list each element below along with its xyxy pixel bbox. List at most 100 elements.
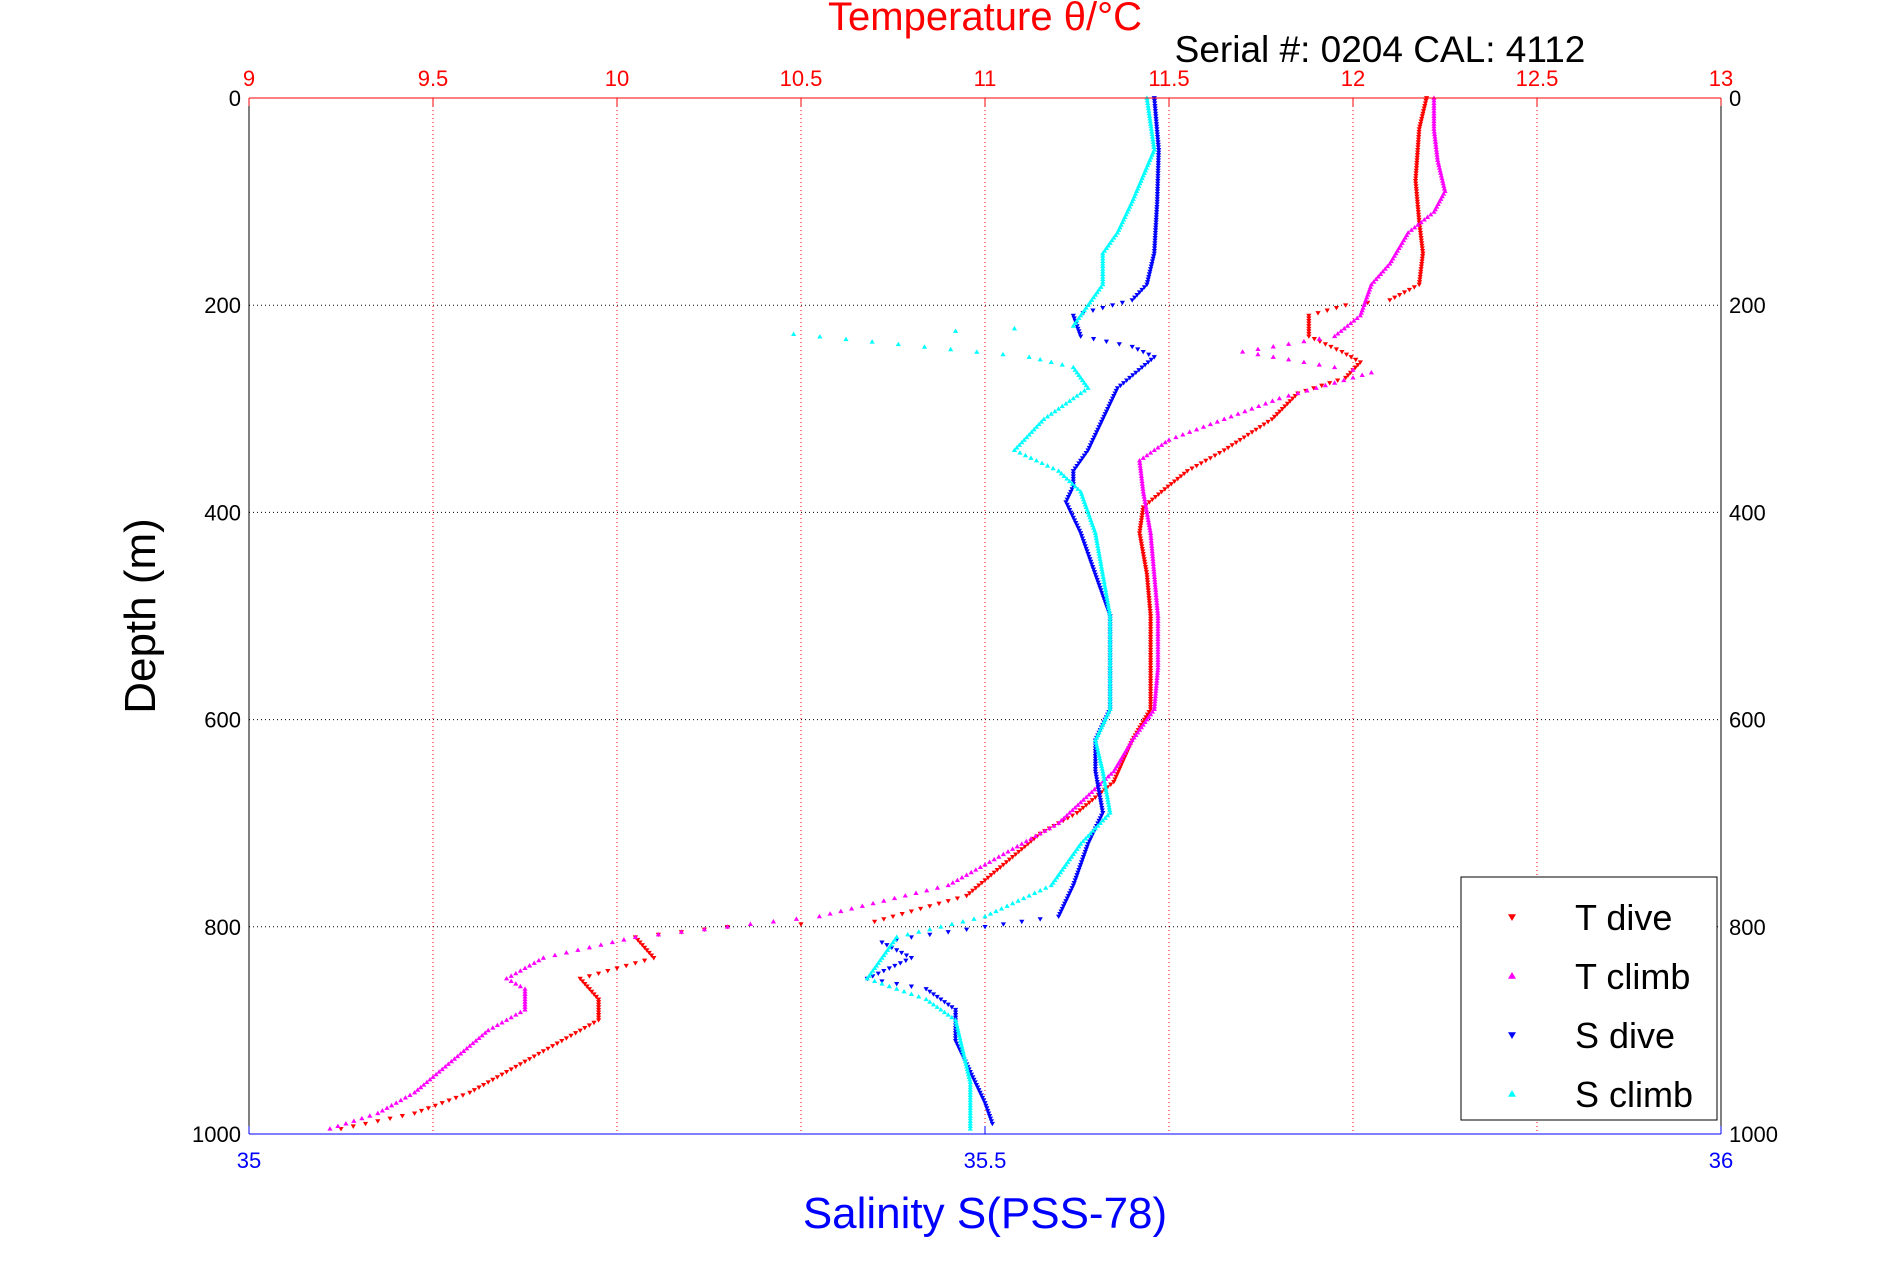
data-point [972, 1080, 978, 1085]
data-point [1144, 575, 1150, 580]
data-point [504, 976, 510, 981]
data-point [1070, 883, 1076, 888]
data-point [1155, 660, 1161, 665]
data-point [877, 957, 883, 963]
data-point [1249, 430, 1255, 435]
data-point [1105, 773, 1111, 779]
data-point [1107, 675, 1113, 680]
data-point [1108, 399, 1114, 404]
data-point [963, 1061, 969, 1066]
data-point [1148, 637, 1154, 642]
data-point [1149, 709, 1156, 714]
data-point [1119, 761, 1125, 767]
data-point [1417, 225, 1423, 231]
data-point [1306, 316, 1312, 321]
data-point [1418, 267, 1424, 272]
data-point [522, 1001, 528, 1007]
data-point [1145, 583, 1151, 588]
data-point [1270, 354, 1276, 359]
data-point [1203, 458, 1209, 464]
data-point [962, 1058, 968, 1064]
data-point [554, 1041, 560, 1046]
data-point [513, 1064, 519, 1070]
data-point [1074, 318, 1080, 323]
data-point [1092, 748, 1098, 754]
data-point [1095, 546, 1101, 551]
data-point [1068, 489, 1074, 495]
data-point [1131, 735, 1137, 740]
data-point [1153, 590, 1159, 595]
data-point [1056, 468, 1062, 473]
data-point [1093, 774, 1099, 780]
data-point [1139, 515, 1145, 521]
data-point [1151, 574, 1158, 579]
data-point [1165, 484, 1171, 490]
data-point [1153, 595, 1159, 600]
data-point [1159, 442, 1165, 447]
data-point [1107, 636, 1113, 642]
data-point [1026, 893, 1032, 898]
data-point [941, 1009, 948, 1015]
data-point [1107, 628, 1113, 634]
data-point [1301, 359, 1307, 364]
data-point [1056, 820, 1062, 826]
data-point [884, 943, 890, 948]
data-point [1198, 461, 1204, 466]
data-point [1063, 500, 1069, 505]
data-point [1148, 671, 1154, 676]
data-point [1101, 414, 1107, 420]
data-point [1135, 347, 1141, 352]
data-point [436, 1069, 442, 1074]
data-point [490, 1077, 496, 1083]
data-point [916, 994, 922, 999]
data-point [1000, 922, 1006, 927]
data-point [1138, 470, 1144, 476]
data-point [1105, 799, 1111, 805]
data-point [1146, 110, 1152, 116]
data-point [540, 1049, 546, 1054]
data-point [892, 963, 898, 969]
data-point [1154, 207, 1160, 212]
data-point [1152, 230, 1159, 236]
data-point [1095, 748, 1101, 753]
data-point [1145, 277, 1151, 282]
data-point [1102, 784, 1109, 789]
data-point [1140, 549, 1146, 554]
data-point [955, 1044, 961, 1049]
data-point [1078, 390, 1084, 396]
data-point [1145, 360, 1151, 365]
data-point [1100, 305, 1106, 311]
data-point [1144, 280, 1151, 285]
data-point [1097, 816, 1103, 821]
data-point [609, 939, 615, 945]
data-point [1140, 722, 1146, 727]
data-point [1142, 719, 1148, 725]
data-point [967, 1087, 973, 1092]
data-point [1100, 768, 1106, 774]
data-point [1105, 603, 1111, 608]
data-point [977, 864, 983, 870]
data-point [957, 1038, 964, 1043]
data-point [1178, 474, 1184, 479]
data-point [1048, 882, 1054, 888]
data-point [1341, 377, 1347, 383]
data-point [1074, 369, 1080, 375]
data-point [1142, 502, 1149, 507]
data-point [959, 874, 965, 880]
data-point [596, 1000, 602, 1005]
data-point [1081, 380, 1087, 385]
data-point [1154, 210, 1160, 215]
data-point [1221, 416, 1227, 421]
data-point [1147, 118, 1153, 124]
data-point [1306, 321, 1312, 326]
data-point [881, 898, 887, 903]
data-point [872, 978, 878, 984]
data-point [1051, 823, 1057, 828]
data-point [1070, 474, 1076, 479]
data-point [1103, 789, 1110, 794]
data-point [971, 1077, 977, 1083]
data-point [1145, 514, 1151, 520]
data-point [987, 1114, 993, 1119]
data-point [1028, 455, 1034, 460]
data-point [476, 1035, 482, 1040]
